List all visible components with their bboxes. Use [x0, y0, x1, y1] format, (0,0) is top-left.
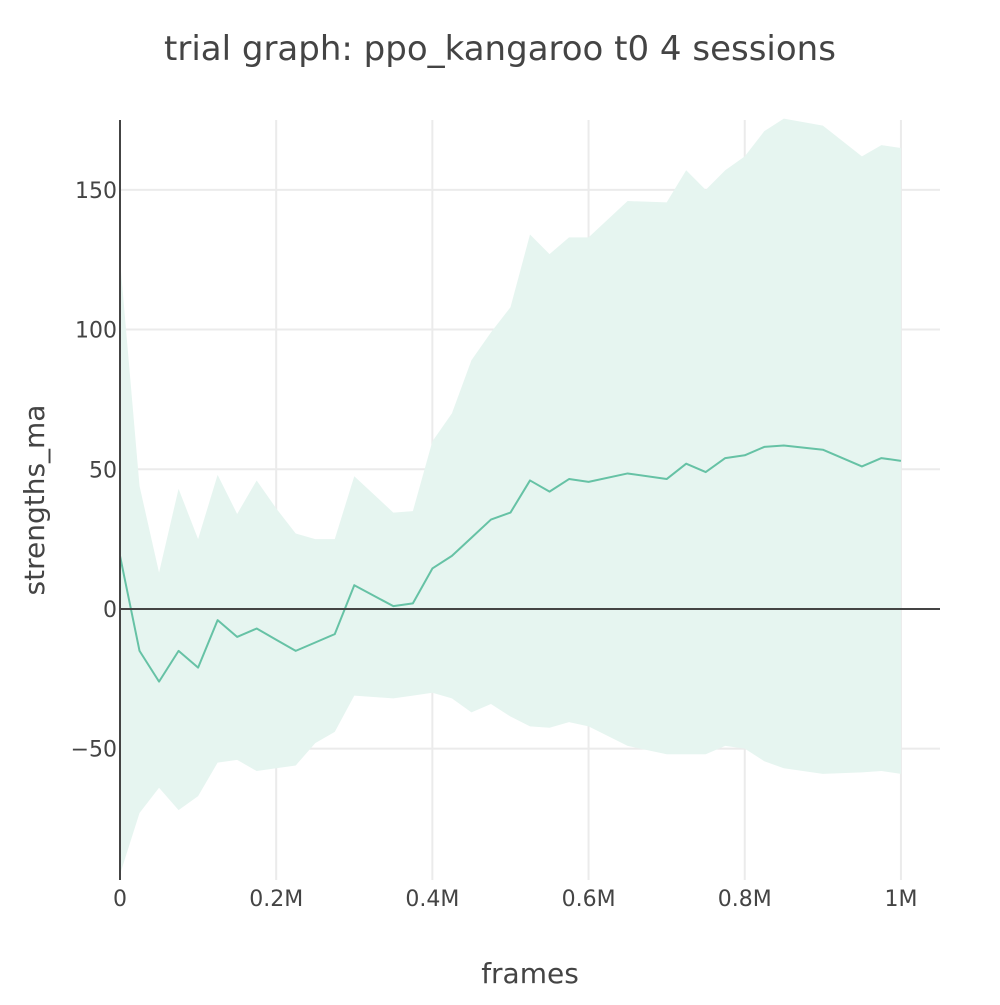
x-tick-label: 0.8M [718, 887, 772, 912]
line-layer [119, 444, 902, 683]
band-layer [120, 118, 901, 875]
x-tick-label: 0 [113, 887, 127, 912]
y-tick-label: 0 [103, 598, 117, 623]
chart-title: trial graph: ppo_kangaroo t0 4 sessions [164, 29, 836, 69]
x-tick-label: 1M [884, 887, 917, 912]
y-tick-label: 100 [75, 319, 117, 344]
axes [119, 120, 940, 880]
x-axis-label: frames [481, 957, 579, 990]
y-tick-label: 150 [75, 179, 117, 204]
y-axis-label: strengths_ma [18, 405, 51, 596]
series-line [119, 444, 902, 683]
confidence-band [120, 118, 901, 875]
x-tick-label: 0.2M [249, 887, 303, 912]
x-tick-label: 0.4M [405, 887, 459, 912]
y-tick-label: −50 [71, 738, 117, 763]
y-tick-label: 50 [89, 458, 117, 483]
tick-labels: 0 0.2M 0.4M 0.6M 0.8M 1M −50 0 50 100 150 [71, 179, 918, 912]
x-tick-label: 0.6M [562, 887, 616, 912]
